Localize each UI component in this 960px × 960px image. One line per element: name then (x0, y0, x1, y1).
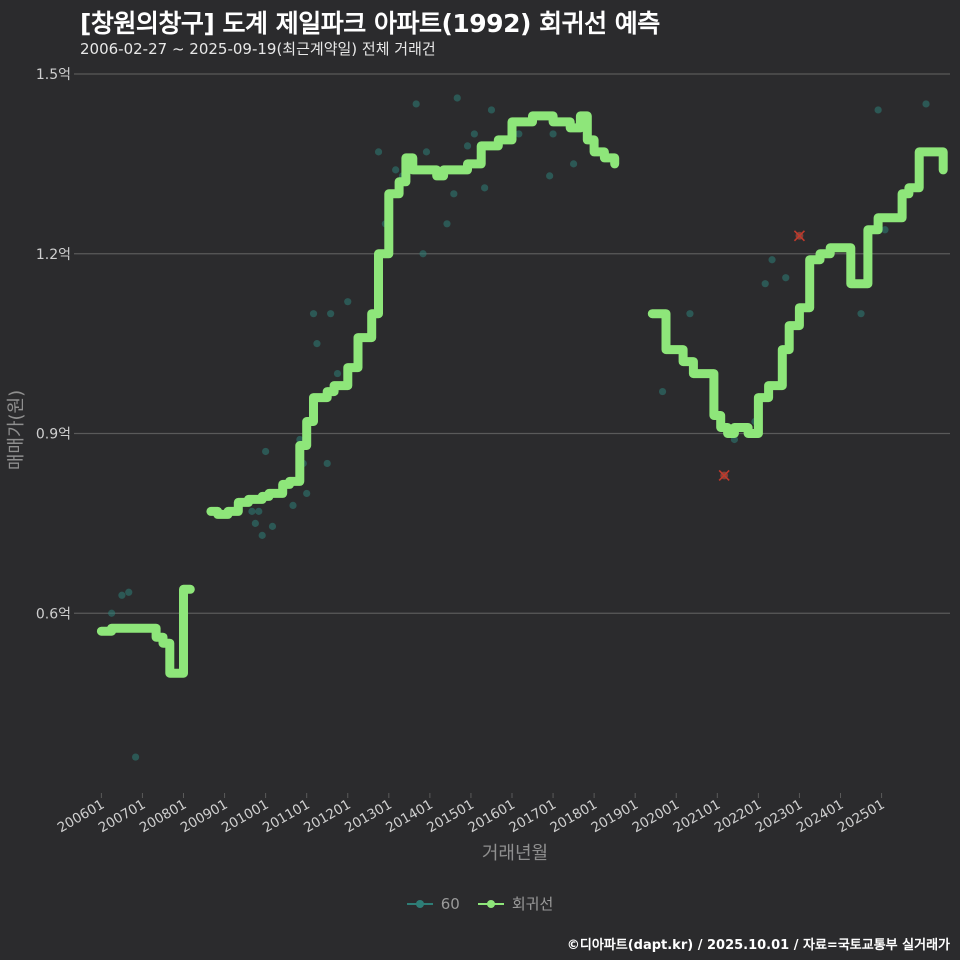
chart-legend: 60 회귀선 (0, 893, 960, 914)
scatter-point (463, 142, 472, 150)
scatter-point (333, 369, 342, 378)
scatter-point (131, 753, 140, 761)
scatter-point (782, 274, 790, 282)
scatter-point (412, 100, 420, 108)
scatter-point (515, 130, 523, 138)
scatter-point (125, 588, 133, 596)
legend-item-regression: 회귀선 (477, 893, 554, 914)
legend-regression-label: 회귀선 (511, 895, 554, 913)
scatter-point (323, 459, 331, 468)
chart-title: [창원의창구] 도계 제일파크 아파트(1992) 회귀선 예측 (80, 9, 660, 38)
regression-line (96, 584, 195, 678)
legend-scatter-key (406, 894, 433, 914)
scatter-point (309, 310, 318, 318)
scatter-point (487, 106, 496, 114)
legend-scatter-label: 60 (440, 894, 460, 913)
scatter-point (481, 184, 489, 192)
scatter-point (922, 100, 930, 108)
scatter-point (419, 250, 427, 258)
legend-item-scatter: 60 (406, 893, 460, 914)
scatter-point (546, 172, 554, 180)
grid-lines (74, 73, 950, 614)
scatter-point (289, 501, 297, 509)
y-tick-label: 0.6억 (36, 606, 71, 622)
source-caption: ©디아파트(dapt.kr) / 2025.10.01 / 자료=국토교통부 실… (566, 938, 950, 953)
scatter-point (313, 340, 321, 348)
scatter-point (258, 531, 266, 539)
scatter-point (108, 609, 116, 617)
outlier-cross-mark (793, 230, 806, 242)
x-axis-title: 거래년월 (482, 843, 548, 864)
scatter-point (881, 226, 889, 234)
scatter-point (658, 387, 667, 396)
scatter-point (422, 148, 431, 156)
outlier-cross-mark (718, 469, 730, 482)
chart-subtitle: 2006-02-27 ~ 2025-09-19(최근계약일) 전체 거래건 (80, 40, 436, 58)
scatter-point (549, 130, 557, 138)
regression-series (96, 111, 948, 678)
scatter-point (761, 280, 769, 288)
scatter-point (470, 130, 478, 138)
scatter-point (874, 106, 882, 114)
scatter-point (392, 166, 400, 174)
y-tick-label: 1.5억 (36, 67, 71, 83)
scatter-point (303, 489, 311, 498)
scatter-point (248, 507, 256, 515)
scatter-point (857, 310, 865, 318)
scatter-point (251, 519, 259, 527)
x-tick-label: 202501 (835, 797, 888, 837)
legend-regression-key (477, 894, 504, 914)
scatter-point (327, 310, 335, 318)
y-tick-label: 0.9억 (36, 427, 71, 443)
regression-line (206, 111, 620, 519)
y-axis-title: 매매가(원) (6, 390, 27, 470)
scatter-series (101, 94, 930, 761)
scatter-point (443, 220, 451, 228)
y-axis-ticks: 0.6억 0.9억 1.2억 1.5억 (36, 67, 71, 622)
scatter-point (569, 160, 578, 168)
scatter-point (686, 310, 694, 318)
scatter-point (450, 190, 458, 198)
scatter-point (268, 522, 277, 530)
scatter-point (768, 256, 776, 264)
regression-line (647, 147, 948, 438)
scatter-point (255, 507, 263, 515)
scatter-point (262, 447, 270, 456)
scatter-point (344, 298, 352, 306)
outlier-markers (718, 230, 806, 482)
scatter-point (453, 94, 461, 102)
x-axis-ticks: 2006012007012008012009012010012011012012… (55, 793, 888, 836)
y-tick-label: 1.2억 (36, 247, 71, 263)
scatter-point (374, 148, 383, 156)
scatter-point (118, 591, 126, 599)
